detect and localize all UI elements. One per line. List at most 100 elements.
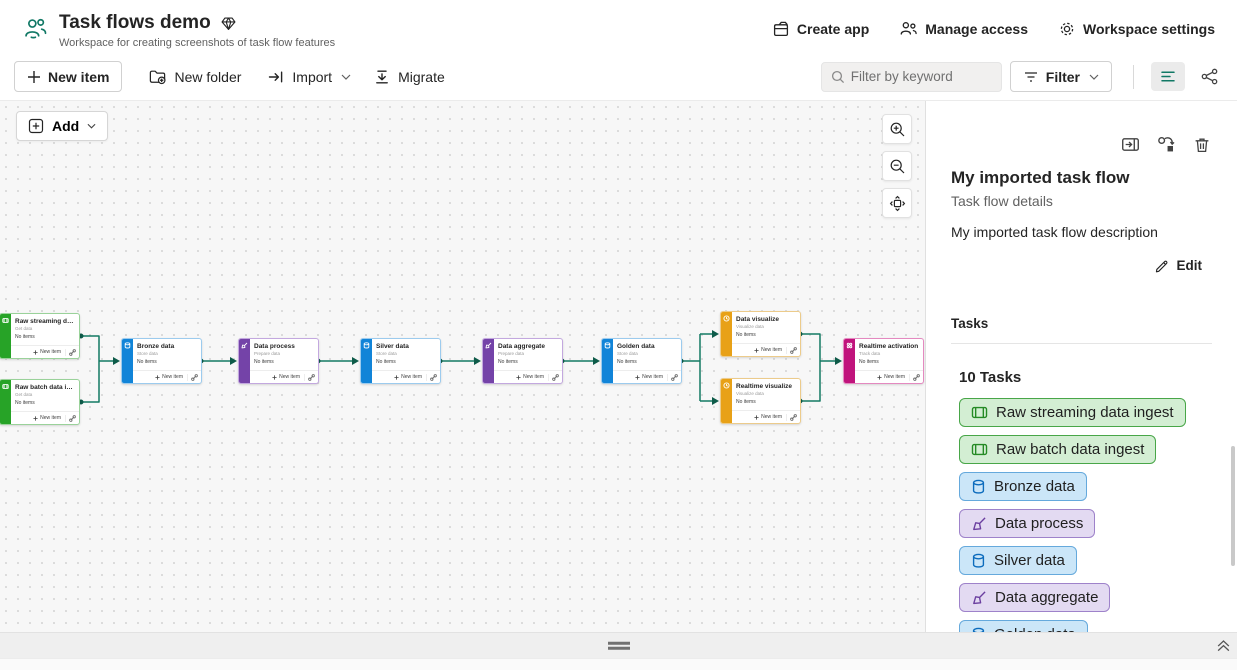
task-chip-data-process[interactable]: Data process	[959, 509, 1096, 538]
node-title: Raw streaming data ingest	[15, 318, 75, 325]
add-label: Add	[52, 118, 80, 134]
node-subtitle: Prepare data	[498, 351, 525, 356]
node-new-item-button[interactable]: New item	[155, 374, 183, 380]
search-input[interactable]	[850, 69, 992, 84]
zoom-in-icon	[890, 122, 904, 136]
node-title: Golden data	[617, 343, 655, 350]
node-subtitle: Get data	[15, 392, 33, 397]
task-chip-raw-batch[interactable]: Raw batch data ingest	[959, 435, 1157, 464]
pencil-icon	[1155, 260, 1167, 273]
link-icon[interactable]	[65, 348, 76, 356]
node-subtitle: Visualize data	[736, 391, 764, 396]
node-new-item-button[interactable]: New item	[516, 374, 544, 380]
node-new-item-button[interactable]: New item	[754, 347, 782, 353]
link-icon[interactable]	[909, 373, 920, 381]
store-icon	[972, 627, 985, 632]
splitter-drag-handle[interactable]	[607, 639, 630, 652]
import-button[interactable]: Import	[267, 68, 351, 86]
node-items: No items	[736, 332, 756, 338]
workspace-header: Task flows demo Workspace for creating s…	[0, 0, 1237, 100]
task-chip-golden-data[interactable]: Golden data	[959, 620, 1088, 632]
task-node-silver-data[interactable]: Silver data Store data No items New item	[360, 338, 441, 384]
node-subtitle: Store data	[137, 351, 158, 356]
node-new-item-button[interactable]: New item	[877, 374, 905, 380]
task-node-raw-batch[interactable]: Raw batch data ingest Get data No items …	[0, 379, 80, 425]
node-items: No items	[859, 359, 879, 365]
migrate-label: Migrate	[398, 68, 445, 85]
process-icon	[239, 339, 250, 383]
node-subtitle: Prepare data	[254, 351, 281, 356]
task-node-golden-data[interactable]: Golden data Store data No items New item	[601, 338, 682, 384]
node-subtitle: Get data	[15, 326, 33, 331]
add-button[interactable]: Add	[16, 111, 109, 141]
task-node-data-visualize[interactable]: Data visualize Visualize data No items N…	[720, 311, 801, 357]
lineage-view-toggle[interactable]	[1194, 62, 1224, 91]
zoom-out-icon	[890, 159, 904, 173]
manage-access-button[interactable]: Manage access	[899, 19, 1028, 38]
open-panel-icon	[1122, 138, 1139, 151]
task-chip-silver-data[interactable]: Silver data	[959, 546, 1077, 575]
task-node-data-aggregate[interactable]: Data aggregate Prepare data No items New…	[482, 338, 563, 384]
edit-button[interactable]: Edit	[1154, 257, 1202, 273]
zoom-in-button[interactable]	[882, 114, 912, 144]
node-title: Realtime activation	[859, 343, 919, 350]
ingest-icon	[0, 314, 11, 358]
link-icon[interactable]	[187, 373, 198, 381]
toolbar-divider	[1133, 64, 1134, 89]
task-chip-raw-streaming[interactable]: Raw streaming data ingest	[959, 398, 1186, 427]
link-icon[interactable]	[65, 414, 76, 422]
new-folder-button[interactable]: New folder	[148, 67, 241, 86]
panel-title: My imported task flow	[951, 168, 1130, 187]
trash-icon	[1195, 138, 1209, 152]
task-chip-data-aggregate[interactable]: Data aggregate	[959, 583, 1111, 612]
search-box[interactable]	[820, 61, 1002, 92]
node-new-item-button[interactable]: New item	[33, 415, 61, 421]
task-node-realtime-activation[interactable]: Realtime activation Track data No items …	[843, 338, 924, 384]
taskflow-canvas[interactable]: Add Raw streaming data ingest Get da	[0, 101, 925, 633]
panel-scrollbar[interactable]	[1231, 446, 1235, 566]
node-title: Silver data	[376, 343, 409, 350]
new-item-button[interactable]: New item	[14, 61, 123, 92]
node-new-item-button[interactable]: New item	[635, 374, 663, 380]
switch-flow-button[interactable]	[1156, 134, 1177, 155]
task-node-bronze-data[interactable]: Bronze data Store data No items New item	[121, 338, 202, 384]
node-items: No items	[736, 399, 756, 405]
collapse-up-button[interactable]	[1216, 638, 1231, 653]
task-node-data-process[interactable]: Data process Prepare data No items New i…	[238, 338, 319, 384]
link-icon[interactable]	[667, 373, 678, 381]
fit-to-screen-button[interactable]	[882, 188, 912, 218]
link-icon[interactable]	[786, 346, 797, 354]
delete-button[interactable]	[1192, 134, 1212, 155]
node-title: Data process	[254, 343, 295, 350]
list-view-toggle[interactable]	[1151, 62, 1185, 91]
link-icon[interactable]	[426, 373, 437, 381]
link-icon[interactable]	[786, 413, 797, 421]
node-items: No items	[498, 359, 518, 365]
migrate-icon	[373, 68, 391, 86]
node-subtitle: Store data	[617, 351, 638, 356]
boxed-plus-icon	[28, 118, 44, 134]
create-app-label: Create app	[796, 20, 870, 37]
node-new-item-button[interactable]: New item	[272, 374, 300, 380]
chevron-down-icon	[1089, 74, 1099, 80]
open-panel-button[interactable]	[1120, 134, 1141, 155]
create-app-button[interactable]: Create app	[772, 19, 869, 38]
filter-button[interactable]: Filter	[1009, 61, 1112, 92]
node-new-item-button[interactable]: New item	[33, 349, 61, 355]
link-icon[interactable]	[304, 373, 315, 381]
task-node-raw-streaming[interactable]: Raw streaming data ingest Get data No it…	[0, 313, 80, 359]
ingest-icon	[0, 380, 11, 424]
double-chevron-up-icon	[1217, 640, 1230, 652]
process-icon	[483, 339, 494, 383]
node-new-item-button[interactable]: New item	[754, 414, 782, 420]
migrate-button[interactable]: Migrate	[373, 68, 445, 86]
node-new-item-button[interactable]: New item	[394, 374, 422, 380]
list-view-icon	[1160, 70, 1176, 83]
task-node-realtime-visualize[interactable]: Realtime visualize Visualize data No ite…	[720, 378, 801, 424]
workspace-settings-button[interactable]: Workspace settings	[1058, 19, 1215, 38]
link-icon[interactable]	[548, 373, 559, 381]
node-items: No items	[617, 359, 637, 365]
zoom-out-button[interactable]	[882, 151, 912, 181]
store-icon	[972, 553, 985, 568]
task-chip-bronze-data[interactable]: Bronze data	[959, 472, 1087, 501]
